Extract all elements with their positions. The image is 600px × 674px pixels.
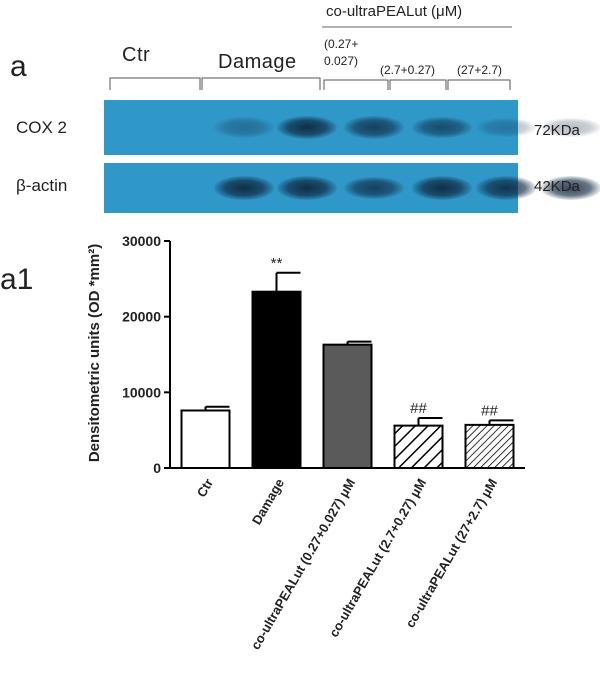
blot-band — [344, 116, 404, 139]
beta-actin-label: β-actin — [16, 176, 68, 195]
blot-band — [277, 115, 337, 140]
panel-a-letter: a — [10, 50, 27, 83]
blot-band — [277, 176, 337, 200]
cox2-kda: 72KDa — [534, 122, 580, 139]
lane-header-ctr: Ctr — [122, 44, 151, 66]
beta-actin-blot — [104, 163, 600, 213]
blot-band — [344, 176, 404, 200]
cox2-blot — [104, 100, 600, 155]
y-axis-label: Densitometric units (OD *mm²) — [86, 244, 103, 462]
beta-actin-kda: 42KDa — [534, 178, 580, 195]
lane-bracket-damage — [201, 77, 321, 90]
lane-bracket-high — [447, 79, 511, 90]
lane-bracket-ctr — [109, 77, 201, 90]
blot-band — [476, 117, 536, 138]
blot-band — [214, 117, 274, 138]
bar-chart: Densitometric units (OD *mm²) 0 10000 2000… — [86, 234, 525, 652]
concentration-label-low: (0.27+ 0.027) — [324, 37, 359, 68]
bar — [180, 409, 231, 470]
blot-band — [214, 176, 274, 200]
cox2-label: COX 2 — [16, 118, 68, 137]
blot-band — [541, 176, 600, 200]
concentration-label-mid: (2.7+0.27) — [380, 63, 436, 77]
bar — [322, 343, 373, 469]
bar — [464, 423, 515, 469]
panel-a1-letter: a1 — [0, 263, 34, 296]
bar — [393, 424, 444, 470]
y-tick-label: 20000 — [122, 309, 161, 325]
lane-bracket-low — [323, 79, 389, 90]
blot-band — [476, 176, 536, 200]
significance-label: ## — [481, 402, 498, 419]
significance-label: ## — [410, 400, 427, 417]
concentration-label-high: (27+2.7) — [457, 63, 503, 77]
blot-band — [412, 176, 472, 200]
x-tick-label: Damage — [249, 476, 287, 527]
lane-bracket-mid — [389, 79, 447, 90]
significance-label: ** — [271, 255, 283, 272]
y-tick-label: 0 — [153, 460, 161, 476]
bar — [251, 290, 302, 469]
y-tick-label: 10000 — [122, 384, 161, 400]
lane-header-damage: Damage — [218, 51, 297, 73]
blot-band — [541, 117, 600, 138]
treatment-header: co-ultraPEALut (μM) — [326, 3, 463, 20]
blot-band — [412, 116, 472, 139]
x-tick-label: Ctr — [194, 476, 216, 500]
y-tick-label: 30000 — [122, 234, 161, 249]
lane-brackets — [109, 26, 512, 90]
